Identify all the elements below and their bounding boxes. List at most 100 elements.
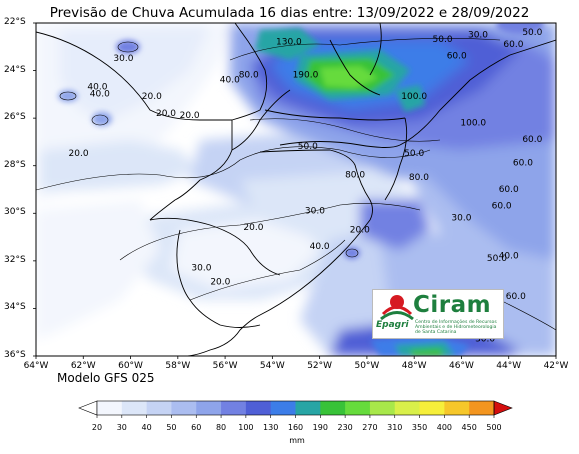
ciram-logo: Epagri Ciram Centro de Informações de Re… bbox=[372, 289, 504, 339]
lat-label: 30°S bbox=[4, 207, 26, 218]
colorbar-swatch bbox=[270, 401, 296, 415]
contour-label: 130.0 bbox=[276, 37, 302, 47]
contour-label: 40.0 bbox=[499, 251, 519, 261]
colorbar-tick: 100 bbox=[238, 423, 254, 432]
colorbar-swatch bbox=[121, 401, 148, 415]
colorbar-tick: 310 bbox=[387, 423, 403, 432]
lat-label: 34°S bbox=[4, 302, 26, 313]
logo-word: Ciram bbox=[413, 292, 492, 318]
lat-label: 22°S bbox=[4, 17, 26, 27]
contour-label: 50.0 bbox=[487, 254, 507, 264]
contour-label: 190.0 bbox=[293, 71, 319, 81]
lon-label: 42°W bbox=[543, 361, 569, 371]
colorbar-tick: 60 bbox=[191, 423, 202, 432]
colorbar-unit: mm bbox=[289, 436, 305, 445]
lon-label: 46°W bbox=[449, 361, 474, 371]
contour-label: 20.0 bbox=[350, 225, 370, 235]
contour-label: 30.0 bbox=[468, 30, 488, 40]
contour-label: 20.0 bbox=[142, 92, 162, 102]
lat-label: 28°S bbox=[4, 159, 26, 170]
colorbar-tick: 40 bbox=[141, 423, 152, 432]
contour-labels: 30.040.040.0 20.020.0 20.020.040.080.0130.… bbox=[69, 28, 543, 345]
lon-label: 44°W bbox=[496, 361, 522, 371]
contour-label: 60.0 bbox=[447, 52, 467, 62]
contour-label: 60.0 bbox=[499, 185, 519, 195]
lon-label: 50°W bbox=[354, 361, 380, 371]
colorbar-tick: 350 bbox=[411, 423, 428, 432]
contour-label: 60.0 bbox=[503, 40, 523, 50]
map-title: Previsão de Chuva Acumulada 16 dias entr… bbox=[49, 5, 530, 21]
contour-label: 100.0 bbox=[460, 118, 486, 128]
colorbar-tick: 20 bbox=[91, 423, 103, 432]
contour-label: 50.0 bbox=[433, 35, 453, 45]
colorbar-swatch bbox=[171, 401, 197, 415]
colorbar-swatch bbox=[444, 401, 470, 415]
colorbar-swatch bbox=[295, 401, 321, 415]
lon-label: 62°W bbox=[70, 361, 96, 371]
contour-label: 20.0 bbox=[243, 223, 263, 233]
colorbar-tick: 400 bbox=[436, 423, 453, 432]
colorbar-swatch bbox=[146, 401, 172, 415]
contour-label: 20.0 bbox=[69, 149, 89, 159]
colorbar-swatch bbox=[245, 401, 272, 415]
contour-label: 30.0 bbox=[475, 335, 495, 345]
colorbar-swatch bbox=[97, 401, 123, 415]
colorbar-swatch bbox=[320, 401, 346, 415]
colorbar-swatch bbox=[469, 401, 495, 415]
colorbar-swatch bbox=[369, 401, 396, 415]
precip-field: 30.040.040.0 20.020.0 20.020.040.080.0130.… bbox=[36, 23, 556, 356]
colorbar-tick: 450 bbox=[461, 423, 477, 432]
colorbar-tick: 30 bbox=[116, 423, 127, 432]
contour-label: 30.0 bbox=[305, 206, 325, 216]
colorbar-tick: 160 bbox=[287, 423, 304, 432]
lat-label: 32°S bbox=[4, 254, 26, 265]
lon-label: 64°W bbox=[23, 361, 49, 371]
axis-ticks bbox=[33, 22, 557, 359]
contour-label: 30.0 bbox=[191, 263, 211, 273]
colorbar-swatch bbox=[345, 401, 371, 415]
contour-label: 40.0 bbox=[220, 75, 240, 85]
lat-label: 24°S bbox=[4, 64, 26, 75]
colorbar-over bbox=[493, 400, 513, 416]
lon-label: 52°W bbox=[307, 361, 333, 371]
contour-label: 60.0 bbox=[522, 135, 542, 145]
contour-label: 50.0 bbox=[522, 28, 542, 38]
map-frame bbox=[35, 22, 557, 357]
contour-label: 20.0 bbox=[180, 111, 200, 121]
colorbar-swatch bbox=[419, 401, 445, 415]
colorbar-tick: 80 bbox=[215, 423, 227, 432]
colorbar-swatch bbox=[221, 401, 247, 415]
contour-label: 80.0 bbox=[409, 173, 429, 183]
colorbar-tick: 270 bbox=[362, 423, 378, 432]
colorbar-tick: 50 bbox=[166, 423, 177, 432]
lat-label: 36°S bbox=[4, 350, 26, 360]
lat-label: 26°S bbox=[4, 112, 26, 123]
logo-epagri: Epagri bbox=[376, 320, 409, 330]
colorbar bbox=[78, 400, 513, 418]
colorbar-swatch bbox=[196, 401, 222, 415]
contour-label: 80.0 bbox=[345, 171, 365, 181]
contour-label: 50.0 bbox=[404, 149, 424, 159]
contour-label: 40.0 bbox=[87, 83, 107, 93]
colorbar-tick: 130 bbox=[263, 423, 279, 432]
contour-label: 50.0 bbox=[298, 142, 318, 152]
contour-label: 20.0 bbox=[156, 109, 176, 119]
contour-label: 60.0 bbox=[492, 202, 512, 212]
contour-label: 40.0 bbox=[310, 242, 330, 252]
lon-label: 56°W bbox=[212, 361, 238, 371]
lon-label: 60°W bbox=[118, 361, 143, 371]
contour-label: 100.0 bbox=[401, 92, 427, 102]
logo-emblem-icon bbox=[380, 295, 414, 321]
contour-label: 60.0 bbox=[513, 159, 533, 169]
colorbar-swatch bbox=[394, 401, 421, 415]
contour-label: 80.0 bbox=[239, 71, 259, 81]
contour-label: 40.0 bbox=[90, 90, 110, 100]
lon-label: 54°W bbox=[259, 361, 285, 371]
contour-label: 30.0 bbox=[113, 54, 133, 64]
logo-subtitle: Centro de Informações de Recursos Ambien… bbox=[415, 320, 497, 335]
colorbar-tick: 190 bbox=[312, 423, 328, 432]
model-label: Modelo GFS 025 bbox=[57, 371, 155, 385]
lon-label: 58°W bbox=[165, 361, 191, 371]
colorbar-tick: 500 bbox=[486, 423, 502, 432]
